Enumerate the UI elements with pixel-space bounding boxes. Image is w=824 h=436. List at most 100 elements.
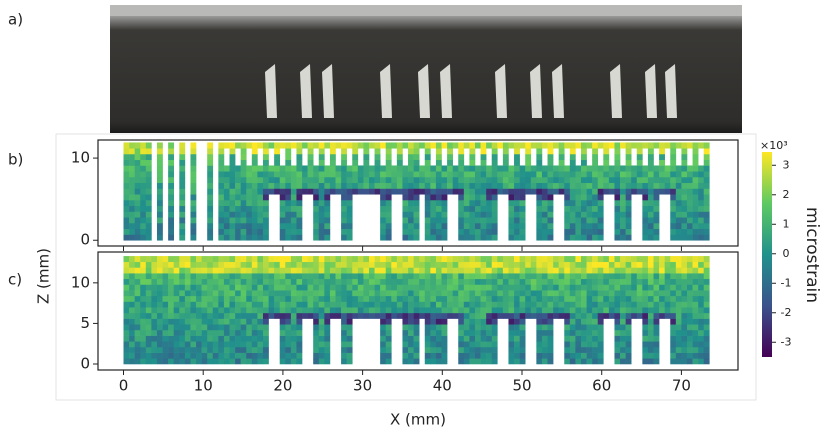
heatmap-cell bbox=[246, 296, 252, 302]
heatmap-cell bbox=[425, 290, 431, 296]
heatmap-cell bbox=[257, 267, 263, 273]
heatmap-cell bbox=[654, 194, 660, 200]
heatmap-cell bbox=[631, 142, 637, 148]
heatmap-cell bbox=[614, 194, 620, 200]
heatmap-cell bbox=[503, 296, 509, 302]
heatmap-cell bbox=[581, 273, 587, 279]
heatmap-cell bbox=[179, 217, 185, 223]
heatmap-cell bbox=[414, 353, 420, 359]
heatmap-cell bbox=[425, 336, 431, 342]
heatmap-cell bbox=[548, 347, 554, 353]
heatmap-cell bbox=[263, 217, 269, 223]
heatmap-cell bbox=[430, 229, 436, 235]
heatmap-cell bbox=[492, 262, 498, 268]
heatmap-cell bbox=[693, 358, 699, 364]
heatmap-cell bbox=[207, 229, 213, 235]
heatmap-cell bbox=[442, 296, 448, 302]
heatmap-cell bbox=[408, 324, 414, 330]
heatmap-cell bbox=[648, 194, 654, 200]
heatmap-cell bbox=[352, 177, 358, 183]
heatmap-cell bbox=[369, 256, 375, 262]
heatmap-cell bbox=[246, 194, 252, 200]
heatmap-cell bbox=[681, 223, 687, 229]
heatmap-cell bbox=[330, 290, 336, 296]
heatmap-cell bbox=[291, 177, 297, 183]
heatmap-cell bbox=[436, 336, 442, 342]
heatmap-cell bbox=[665, 267, 671, 273]
heatmap-cell bbox=[631, 313, 637, 319]
heatmap-cell bbox=[620, 284, 626, 290]
heatmap-cell bbox=[375, 307, 381, 313]
heatmap-cell bbox=[687, 279, 693, 285]
heatmap-cell bbox=[436, 353, 442, 359]
heatmap-cell bbox=[570, 148, 576, 154]
colorbar-tick-label: -1 bbox=[781, 276, 792, 289]
heatmap-cell bbox=[202, 273, 208, 279]
heatmap-cell bbox=[559, 188, 565, 194]
heatmap-cell bbox=[135, 183, 141, 189]
heatmap-cell bbox=[581, 324, 587, 330]
heatmap-cell bbox=[642, 171, 648, 177]
heatmap-cell bbox=[514, 171, 520, 177]
heatmap-cell bbox=[347, 256, 353, 262]
heatmap-cell bbox=[676, 341, 682, 347]
heatmap-cell bbox=[436, 171, 442, 177]
heatmap-cell bbox=[157, 307, 163, 313]
heatmap-cell bbox=[542, 165, 548, 171]
heatmap-cell bbox=[453, 165, 459, 171]
heatmap-cell bbox=[168, 284, 174, 290]
heatmap-cell bbox=[475, 296, 481, 302]
heatmap-cell bbox=[693, 206, 699, 212]
heatmap-cell bbox=[330, 273, 336, 279]
heatmap-cell bbox=[185, 353, 191, 359]
heatmap-cell bbox=[698, 211, 704, 217]
heatmap-cell bbox=[587, 290, 593, 296]
heatmap-cell bbox=[548, 188, 554, 194]
heatmap-cell bbox=[581, 200, 587, 206]
heatmap-cell bbox=[285, 279, 291, 285]
heatmap-cell bbox=[614, 279, 620, 285]
heatmap-cell bbox=[174, 307, 180, 313]
heatmap-cell bbox=[324, 183, 330, 189]
heatmap-cell bbox=[218, 154, 224, 160]
heatmap-cell bbox=[263, 154, 269, 160]
heatmap-cell bbox=[330, 256, 336, 262]
heatmap-cell bbox=[464, 194, 470, 200]
heatmap-cell bbox=[481, 256, 487, 262]
heatmap-cell bbox=[185, 330, 191, 336]
heatmap-cell bbox=[564, 330, 570, 336]
photo-window bbox=[440, 64, 452, 118]
heatmap-cell bbox=[319, 256, 325, 262]
heatmap-cell bbox=[693, 313, 699, 319]
photo-window bbox=[300, 64, 312, 118]
heatmap-cell bbox=[269, 302, 275, 308]
heatmap-cell bbox=[676, 267, 682, 273]
heatmap-cell bbox=[626, 273, 632, 279]
heatmap-cell bbox=[363, 302, 369, 308]
heatmap-cell bbox=[508, 267, 514, 273]
heatmap-cell bbox=[408, 307, 414, 313]
heatmap-cell bbox=[347, 171, 353, 177]
heatmap-cell bbox=[218, 290, 224, 296]
heatmap-cell bbox=[587, 200, 593, 206]
x-tick-label: 60 bbox=[592, 377, 611, 395]
heatmap-cell bbox=[548, 177, 554, 183]
heatmap-cell bbox=[592, 183, 598, 189]
heatmap-cell bbox=[140, 267, 146, 273]
heatmap-cell bbox=[163, 353, 169, 359]
heatmap-cell bbox=[548, 302, 554, 308]
heatmap-cell bbox=[190, 290, 196, 296]
heatmap-cell bbox=[347, 290, 353, 296]
heatmap-cell bbox=[241, 358, 247, 364]
heatmap-cell bbox=[174, 302, 180, 308]
heatmap-cell bbox=[469, 177, 475, 183]
heatmap-cell bbox=[285, 183, 291, 189]
heatmap-cell bbox=[514, 234, 520, 240]
heatmap-cell bbox=[397, 183, 403, 189]
heatmap-cell bbox=[269, 177, 275, 183]
heatmap-cell bbox=[140, 148, 146, 154]
heatmap-cell bbox=[124, 229, 130, 235]
heatmap-cell bbox=[548, 319, 554, 325]
heatmap-cell bbox=[140, 353, 146, 359]
heatmap-cell bbox=[654, 313, 660, 319]
